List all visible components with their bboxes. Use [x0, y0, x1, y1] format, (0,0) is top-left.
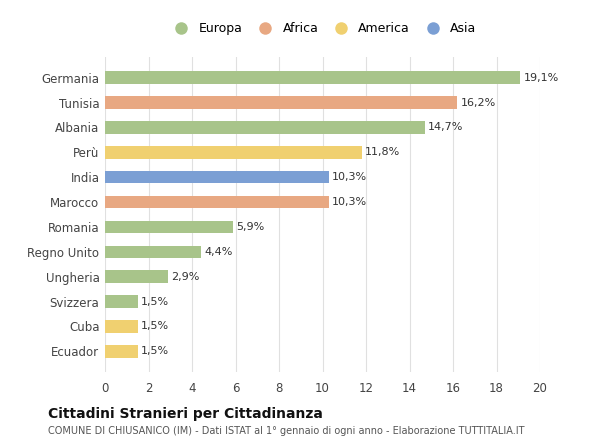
- Text: 2,9%: 2,9%: [172, 271, 200, 282]
- Text: 1,5%: 1,5%: [141, 297, 169, 307]
- Text: 5,9%: 5,9%: [236, 222, 265, 232]
- Text: 10,3%: 10,3%: [332, 197, 367, 207]
- Bar: [105, 271, 168, 283]
- Text: 1,5%: 1,5%: [141, 346, 169, 356]
- Bar: [105, 171, 329, 183]
- Text: 11,8%: 11,8%: [365, 147, 400, 158]
- Text: Cittadini Stranieri per Cittadinanza: Cittadini Stranieri per Cittadinanza: [48, 407, 323, 421]
- Text: 10,3%: 10,3%: [332, 172, 367, 182]
- Text: 16,2%: 16,2%: [461, 98, 496, 108]
- Bar: [105, 121, 425, 134]
- Bar: [105, 295, 137, 308]
- Bar: [105, 320, 137, 333]
- Bar: [105, 146, 362, 158]
- Text: 14,7%: 14,7%: [428, 122, 463, 132]
- Text: COMUNE DI CHIUSANICO (IM) - Dati ISTAT al 1° gennaio di ogni anno - Elaborazione: COMUNE DI CHIUSANICO (IM) - Dati ISTAT a…: [48, 426, 524, 436]
- Bar: [105, 96, 457, 109]
- Bar: [105, 246, 201, 258]
- Text: 19,1%: 19,1%: [524, 73, 559, 83]
- Bar: [105, 71, 520, 84]
- Text: 4,4%: 4,4%: [204, 247, 232, 257]
- Legend: Europa, Africa, America, Asia: Europa, Africa, America, Asia: [166, 19, 479, 37]
- Bar: [105, 196, 329, 208]
- Bar: [105, 345, 137, 357]
- Bar: [105, 221, 233, 233]
- Text: 1,5%: 1,5%: [141, 321, 169, 331]
